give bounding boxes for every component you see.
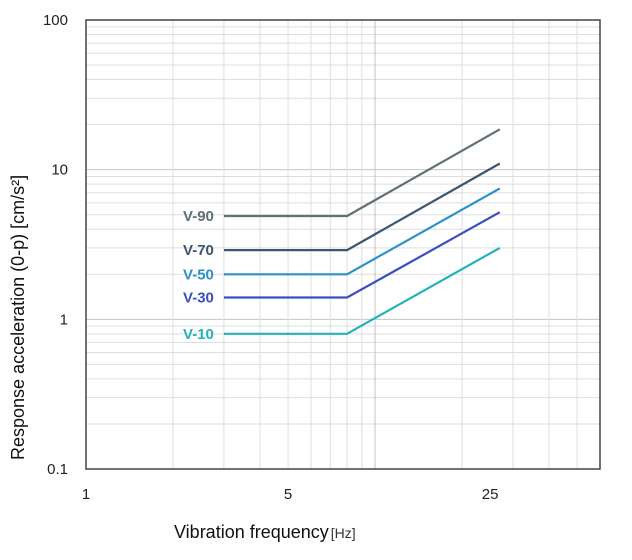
series-line-v-10 bbox=[223, 246, 501, 335]
y-tick-label: 0.1 bbox=[47, 461, 68, 478]
x-axis-unit: [Hz] bbox=[331, 525, 356, 541]
grid bbox=[86, 20, 600, 469]
series-label-v-30: V-30 bbox=[183, 289, 214, 306]
x-tick-label: 1 bbox=[82, 486, 90, 503]
x-axis-title: Vibration frequency [Hz] bbox=[174, 522, 356, 542]
y-axis-title: Response acceleration (0-p) [cm/s²] bbox=[8, 175, 28, 460]
series-line-v-90 bbox=[223, 128, 501, 218]
x-tick-label: 5 bbox=[284, 486, 292, 503]
series-labels: V-90 V-70 V-50 V-30 V-10 bbox=[183, 208, 214, 343]
series-label-v-50: V-50 bbox=[183, 266, 214, 283]
x-tick-label: 25 bbox=[482, 486, 499, 503]
series-line-v-70 bbox=[223, 162, 501, 252]
series-label-v-70: V-70 bbox=[183, 242, 214, 259]
y-tick-label: 100 bbox=[43, 12, 68, 29]
x-axis-label: Vibration frequency bbox=[174, 522, 329, 542]
plot-frame bbox=[85, 19, 601, 470]
series-label-v-10: V-10 bbox=[183, 326, 214, 343]
series-label-v-90: V-90 bbox=[183, 208, 214, 225]
series-line-v-50 bbox=[223, 187, 501, 276]
series-line-v-30 bbox=[223, 211, 501, 299]
y-tick-label: 10 bbox=[51, 162, 68, 179]
y-tick-label: 1 bbox=[60, 311, 68, 328]
tick-labels: 0.1 1 10 100 1 5 25 bbox=[43, 12, 498, 503]
series-group bbox=[223, 128, 501, 335]
